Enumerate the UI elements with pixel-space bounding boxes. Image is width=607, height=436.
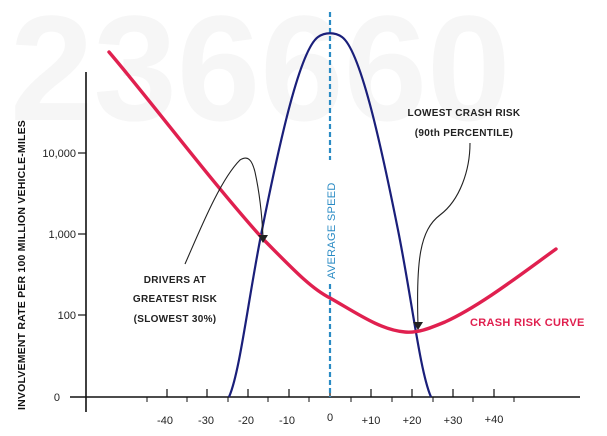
x-tick-p40: +40	[485, 414, 504, 426]
speed-distribution-curve	[227, 32, 433, 398]
annotation-right-line2: (90th PERCENTILE)	[415, 128, 513, 139]
x-tick-p20: +20	[403, 415, 422, 427]
x-minor-ticks	[146, 397, 515, 402]
y-axis-label: INVOLVEMENT RATE PER 100 MILLION VEHICLE…	[16, 120, 28, 410]
annotation-left-line3: (SLOWEST 30%)	[134, 314, 217, 325]
arrow-left-head	[258, 235, 268, 243]
crash-risk-curve-label: CRASH RISK CURVE	[470, 317, 585, 329]
watermark: 236660	[10, 0, 511, 152]
x-tick-m20: -20	[238, 415, 254, 427]
y-tick-10000: 10,000	[42, 148, 76, 160]
x-tick-m40: -40	[157, 415, 173, 427]
average-speed-label-bg	[322, 160, 338, 282]
average-speed-label: AVERAGE SPEED	[326, 182, 338, 279]
x-tick-m30: -30	[198, 415, 214, 427]
arrow-right	[417, 142, 471, 326]
annotation-left-line2: GREATEST RISK	[133, 294, 218, 305]
arrow-right-head	[413, 322, 423, 330]
x-tick-p10: +10	[362, 415, 381, 427]
y-tick-1000: 1,000	[48, 229, 76, 241]
y-tick-100: 100	[58, 310, 76, 322]
annotation-right-line1: LOWEST CRASH RISK	[408, 108, 521, 119]
annotation-left-line1: DRIVERS AT	[144, 275, 206, 286]
crash-risk-curve	[107, 50, 558, 334]
axes	[70, 72, 580, 412]
y-ticks	[78, 152, 86, 316]
annotation-arrows	[184, 142, 471, 326]
y-tick-0: 0	[54, 392, 60, 404]
arrow-left	[184, 157, 264, 265]
x-tick-0: 0	[327, 412, 333, 424]
x-tick-p30: +30	[444, 415, 463, 427]
x-tick-m10: -10	[279, 415, 295, 427]
